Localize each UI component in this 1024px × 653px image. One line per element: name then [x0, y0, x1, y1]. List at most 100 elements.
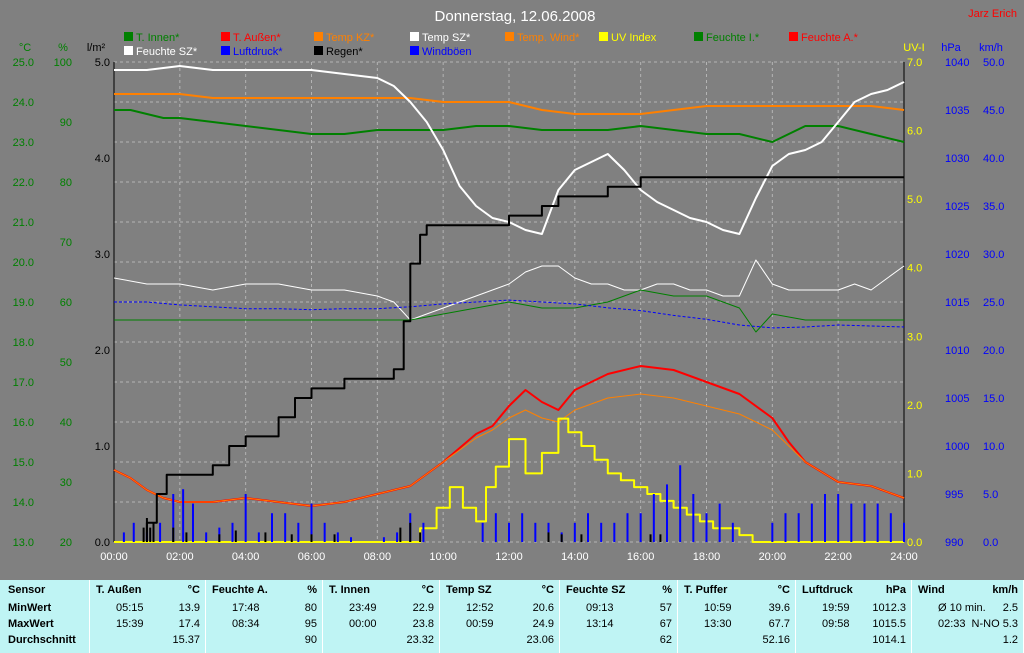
feuchte_sz-line [113, 259, 905, 321]
stats-max-value: 67 [659, 618, 672, 630]
axis-tick-label: 15.0 [983, 393, 1004, 405]
axis-unit-label: l/m² [87, 42, 106, 54]
axis-tick-label: 1010 [945, 345, 969, 357]
stats-column: Temp SZ °C 12:52 20.6 00:59 24.9 23.06 [440, 580, 560, 653]
temp_wind-line [113, 393, 905, 507]
stats-average-value: 1.2 [1002, 634, 1018, 646]
axis-tick-label: 45.0 [983, 105, 1004, 117]
chart-title: Donnerstag, 12.06.2008 [435, 8, 596, 25]
legend-swatch [599, 32, 608, 41]
axis-tick-label: 18.0 [13, 337, 34, 349]
stats-min-time: 05:15 [116, 602, 144, 614]
legend-label: Luftdruck* [233, 46, 283, 58]
axis-tick-label: 15.0 [13, 457, 34, 469]
stats-max-time: 00:59 [466, 618, 494, 630]
axis-tick-label: 5.0 [983, 489, 998, 501]
stats-column-name: Wind [918, 584, 945, 596]
axis-tick-label: 2.0 [95, 345, 110, 357]
legend-label: UV Index [611, 32, 657, 44]
legend-label: T. Außen* [233, 32, 281, 44]
axis-tick-label: 19.0 [13, 297, 34, 309]
legend-label: Feuchte I.* [706, 32, 760, 44]
stats-max-time: 09:58 [822, 618, 850, 630]
legend-swatch [410, 32, 419, 41]
axis-tick-label: 100 [54, 57, 72, 69]
axis-tick-label: 1040 [945, 57, 969, 69]
stats-max-value: 23.8 [412, 618, 434, 630]
axis-tick-label: 35.0 [983, 201, 1004, 213]
stats-max-time: 15:39 [116, 618, 144, 630]
stats-column-unit: °C [777, 584, 790, 596]
axis-tick-label: 990 [945, 537, 963, 549]
stats-max-value: 95 [304, 618, 317, 630]
stats-column: Feuchte SZ% 09:13 57 13:14 67 62 [560, 580, 678, 653]
axis-tick-label: 30 [60, 477, 72, 489]
stats-average-value: 90 [304, 634, 317, 646]
x-tick-label: 20:00 [759, 551, 787, 563]
axis-tick-label: 6.0 [907, 126, 922, 138]
stats-column-unit: °C [541, 584, 554, 596]
legend-swatch [221, 46, 230, 55]
legend-swatch [789, 32, 798, 41]
chart-legend: T. Innen* T. Außen* Temp KZ* Temp SZ* Temp. … [124, 32, 859, 58]
legend-label: Windböen [422, 46, 472, 58]
axis-tick-label: 1.0 [95, 441, 110, 453]
x-tick-label: 24:00 [890, 551, 918, 563]
axis-tick-label: 22.0 [13, 177, 34, 189]
x-tick-label: 14:00 [561, 551, 589, 563]
stats-column-name: T. Puffer [684, 584, 728, 596]
stats-row-labels: Sensor MinWert MaxWert Durchschnitt [0, 580, 90, 653]
chart-series [113, 65, 905, 543]
legend-swatch [221, 32, 230, 41]
axis-tick-label: 16.0 [13, 417, 34, 429]
axis-unit-label: hPa [941, 42, 961, 54]
legend-label: Feuchte SZ* [136, 46, 198, 58]
stats-row-label: MinWert [8, 602, 52, 614]
axis-tick-label: 20.0 [13, 257, 34, 269]
stats-min-time: 09:13 [586, 602, 614, 614]
axis-tick-label: 23.0 [13, 137, 34, 149]
x-tick-label: 00:00 [100, 551, 128, 563]
legend-label: T. Innen* [136, 32, 180, 44]
x-tick-label: 02:00 [166, 551, 194, 563]
stats-average-value: 23.06 [526, 634, 554, 646]
axis-tick-label: 2.0 [907, 400, 922, 412]
axis-tick-label: 3.0 [907, 331, 922, 343]
axis-tick-label: 80 [60, 177, 72, 189]
stats-max-time: 00:00 [349, 618, 377, 630]
legend-swatch [505, 32, 514, 41]
stats-column: Wind km/h Ø 10 min. 2.5 02:33 N-NO 5.3 1.2 [912, 580, 1024, 653]
axis-tick-label: 1030 [945, 153, 969, 165]
stats-column: T. Außen °C 05:15 13.9 15:39 17.4 15.37 [90, 580, 206, 653]
axis-tick-label: 4.0 [95, 153, 110, 165]
x-tick-label: 06:00 [298, 551, 326, 563]
axis-tick-label: 1035 [945, 105, 969, 117]
axis-tick-label: 21.0 [13, 217, 34, 229]
stats-column-name: Feuchte SZ [566, 584, 626, 596]
stats-table: Sensor MinWert MaxWert Durchschnitt T. Außen… [0, 580, 1024, 653]
temp_sz-line [114, 65, 905, 235]
stats-average-value: 52.16 [762, 634, 790, 646]
legend-label: Temp SZ* [422, 32, 471, 44]
axis-tick-label: 1015 [945, 297, 969, 309]
stats-max-value: N-NO 5.3 [971, 618, 1018, 630]
stats-row-label: Sensor [8, 584, 46, 596]
stats-column: T. Puffer °C 10:59 39.6 13:30 67.7 52.16 [678, 580, 796, 653]
stats-min-value: 57 [659, 602, 672, 614]
stats-column-name: T. Innen [329, 584, 370, 596]
axis-tick-label: 40 [60, 417, 72, 429]
stats-min-time: 23:49 [349, 602, 377, 614]
stats-column-name: Temp SZ [446, 584, 492, 596]
stats-column-unit: % [307, 584, 317, 596]
stats-max-time: 13:30 [704, 618, 732, 630]
axis-tick-label: 0.0 [983, 537, 998, 549]
x-tick-label: 16:00 [627, 551, 655, 563]
legend-swatch [124, 46, 133, 55]
legend-swatch [410, 46, 419, 55]
feuchte_i-line [114, 289, 904, 333]
stats-min-time: 10:59 [704, 602, 732, 614]
x-tick-label: 18:00 [693, 551, 721, 563]
axis-tick-label: 14.0 [13, 497, 34, 509]
x-tick-label: 04:00 [232, 551, 260, 563]
axis-tick-label: 60 [60, 297, 72, 309]
